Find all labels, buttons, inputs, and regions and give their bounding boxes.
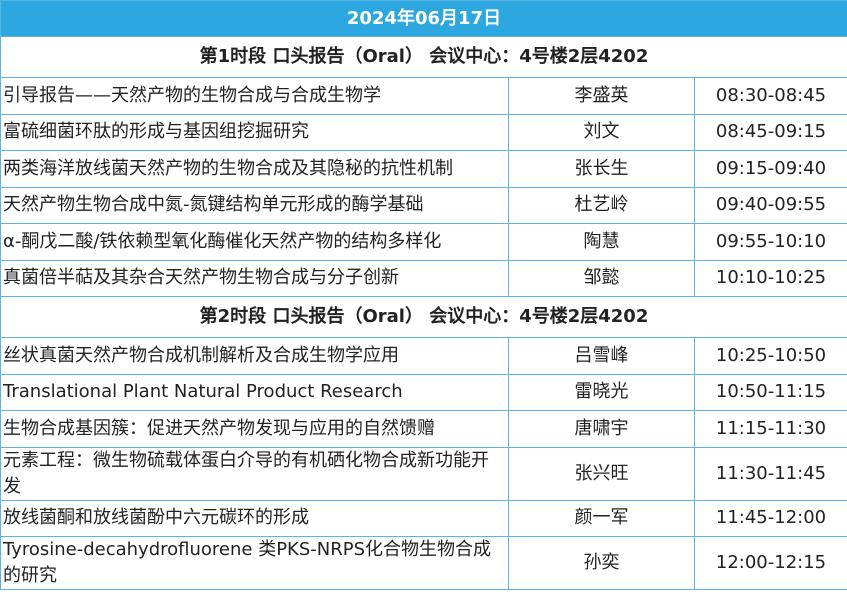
header-title: 2024年06月17日 [0, 0, 847, 37]
time-slot: 09:15-09:40 [693, 150, 847, 188]
talk-row: 两类海洋放线菌天然产物的生物合成及其隐秘的抗性机制 张长生 09:15-09:40 [0, 150, 847, 188]
time-slot: 10:50-11:15 [693, 373, 847, 411]
time-slot: 11:15-11:30 [693, 410, 847, 448]
speaker: 孙奕 [508, 536, 695, 590]
talk-row: 生物合成基因簇：促进天然产物发现与应用的自然馈赠 唐啸宇 11:15-11:30 [0, 410, 847, 448]
speaker: 唐啸宇 [508, 410, 695, 448]
talk-row: α-酮戊二酸/铁依赖型氧化酶催化天然产物的结构多样化 陶慧 09:55-10:10 [0, 223, 847, 261]
talk-title: 富硫细菌环肽的形成与基因组挖掘研究 [0, 113, 509, 151]
speaker: 邹懿 [508, 259, 695, 297]
time-slot: 10:10-10:25 [693, 259, 847, 297]
talk-title: Translational Plant Natural Product Rese… [0, 373, 509, 411]
talk-row: 放线菌酮和放线菌酚中六元碳环的形成 颜一军 11:45-12:00 [0, 499, 847, 537]
speaker: 张长生 [508, 150, 695, 188]
talk-title: 引导报告——天然产物的生物合成与合成生物学 [0, 77, 509, 115]
talk-row: 丝状真菌天然产物合成机制解析及合成生物学应用 吕雪峰 10:25-10:50 [0, 337, 847, 375]
talk-row: 天然产物生物合成中氮-氮键结构单元形成的酶学基础 杜艺岭 09:40-09:55 [0, 186, 847, 224]
talk-row: 富硫细菌环肽的形成与基因组挖掘研究 刘文 08:45-09:15 [0, 113, 847, 151]
section-row: 第1时段 口头报告（Oral） 会议中心：4号楼2层4202 [0, 36, 847, 78]
speaker: 刘文 [508, 113, 695, 151]
talk-title: 放线菌酮和放线菌酚中六元碳环的形成 [0, 499, 509, 537]
talk-title: Tyrosine-decahydrofluorene 类PKS-NRPS化合物生… [0, 536, 509, 590]
speaker: 陶慧 [508, 223, 695, 261]
time-slot: 11:45-12:00 [693, 499, 847, 537]
talk-title: 丝状真菌天然产物合成机制解析及合成生物学应用 [0, 337, 509, 375]
talk-row: 元素工程：微生物硫载体蛋白介导的有机硒化物合成新功能开发 张兴旺 11:30-11:… [0, 446, 847, 501]
time-slot: 12:00-12:15 [693, 536, 847, 590]
section-title: 第1时段 口头报告（Oral） 会议中心：4号楼2层4202 [0, 36, 847, 78]
speaker: 张兴旺 [508, 446, 695, 501]
talk-title: 真菌倍半萜及其杂合天然产物生物合成与分子创新 [0, 259, 509, 297]
time-slot: 10:25-10:50 [693, 337, 847, 375]
schedule-table: 2024年06月17日 第1时段 口头报告（Oral） 会议中心：4号楼2层42… [0, 0, 847, 590]
talk-title: α-酮戊二酸/铁依赖型氧化酶催化天然产物的结构多样化 [0, 223, 509, 261]
speaker: 李盛英 [508, 77, 695, 115]
speaker: 颜一军 [508, 499, 695, 537]
talk-row: 引导报告——天然产物的生物合成与合成生物学 李盛英 08:30-08:45 [0, 77, 847, 115]
talk-title: 元素工程：微生物硫载体蛋白介导的有机硒化物合成新功能开发 [0, 446, 509, 501]
section-title: 第2时段 口头报告（Oral） 会议中心：4号楼2层4202 [0, 296, 847, 338]
talk-title: 天然产物生物合成中氮-氮键结构单元形成的酶学基础 [0, 186, 509, 224]
time-slot: 08:30-08:45 [693, 77, 847, 115]
time-slot: 11:30-11:45 [693, 446, 847, 501]
talk-row: 真菌倍半萜及其杂合天然产物生物合成与分子创新 邹懿 10:10-10:25 [0, 259, 847, 297]
talk-title: 生物合成基因簇：促进天然产物发现与应用的自然馈赠 [0, 410, 509, 448]
section-row: 第2时段 口头报告（Oral） 会议中心：4号楼2层4202 [0, 296, 847, 338]
time-slot: 09:55-10:10 [693, 223, 847, 261]
table-body: 2024年06月17日 第1时段 口头报告（Oral） 会议中心：4号楼2层42… [0, 0, 847, 590]
speaker: 杜艺岭 [508, 186, 695, 224]
speaker: 雷晓光 [508, 373, 695, 411]
time-slot: 08:45-09:15 [693, 113, 847, 151]
talk-row: Tyrosine-decahydrofluorene 类PKS-NRPS化合物生… [0, 536, 847, 590]
talk-title: 两类海洋放线菌天然产物的生物合成及其隐秘的抗性机制 [0, 150, 509, 188]
talk-row: Translational Plant Natural Product Rese… [0, 373, 847, 411]
time-slot: 09:40-09:55 [693, 186, 847, 224]
header-row: 2024年06月17日 [0, 0, 847, 37]
speaker: 吕雪峰 [508, 337, 695, 375]
